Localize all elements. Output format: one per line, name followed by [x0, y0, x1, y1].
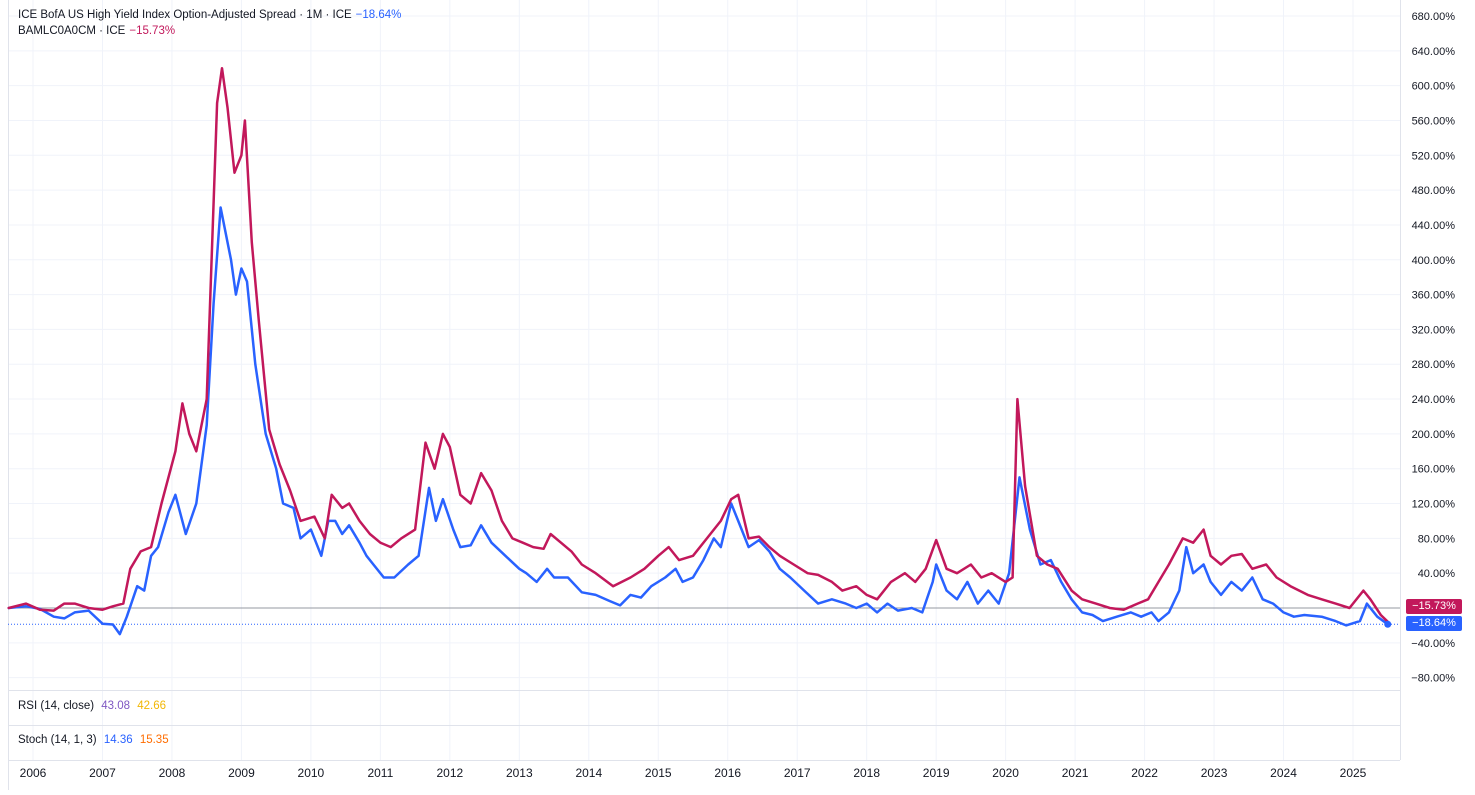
series1-price-tag: −18.64% — [1406, 616, 1462, 631]
x-axis: 2006 2007 2008 2009 2010 2011 2012 2013 2014 2015… — [20, 766, 1367, 780]
series1-line — [7, 206, 1389, 636]
series2-legend[interactable]: BAMLC0A0CM · ICE −15.73% — [18, 24, 175, 38]
series-group — [7, 66, 1392, 636]
x-tick-label: 2022 — [1131, 766, 1158, 780]
baseline-group — [8, 607, 1400, 625]
y-tick-label: 680.00% — [1412, 11, 1456, 23]
pane-dividers — [8, 0, 1401, 790]
x-tick-label: 2019 — [923, 766, 950, 780]
y-tick-label: −40.00% — [1411, 638, 1455, 650]
series1-legend[interactable]: ICE BofA US High Yield Index Option-Adju… — [18, 8, 401, 22]
rsi-legend[interactable]: RSI (14, close) 43.08 42.66 — [18, 700, 170, 712]
y-tick-label: 560.00% — [1412, 115, 1456, 127]
x-tick-label: 2024 — [1270, 766, 1297, 780]
x-tick-label: 2010 — [298, 766, 325, 780]
x-tick-label: 2021 — [1062, 766, 1089, 780]
series1-end-marker — [1384, 620, 1392, 628]
x-tick-label: 2011 — [367, 766, 393, 780]
x-tick-label: 2018 — [853, 766, 880, 780]
stoch-value-2: 15.35 — [139, 734, 169, 746]
x-tick-label: 2023 — [1201, 766, 1228, 780]
y-tick-label: 600.00% — [1412, 81, 1456, 93]
x-tick-label: 2007 — [89, 766, 116, 780]
stoch-label: Stoch (14, 1, 3) — [18, 734, 97, 746]
series2-line — [7, 66, 1389, 623]
y-tick-label: −80.00% — [1411, 673, 1455, 685]
x-tick-label: 2020 — [992, 766, 1019, 780]
x-tick-label: 2012 — [436, 766, 463, 780]
x-tick-label: 2025 — [1340, 766, 1367, 780]
x-tick-label: 2009 — [228, 766, 255, 780]
y-tick-label: 480.00% — [1412, 185, 1456, 197]
x-tick-label: 2015 — [645, 766, 672, 780]
x-tick-label: 2008 — [159, 766, 186, 780]
y-tick-label: 80.00% — [1418, 533, 1456, 545]
stoch-legend[interactable]: Stoch (14, 1, 3) 14.36 15.35 — [18, 734, 173, 746]
x-tick-label: 2013 — [506, 766, 533, 780]
series2-legend-value: −15.73% — [129, 25, 176, 37]
y-tick-label: 240.00% — [1412, 394, 1456, 406]
stoch-value-1: 14.36 — [103, 734, 133, 746]
y-tick-label: 440.00% — [1412, 220, 1456, 232]
x-tick-label: 2006 — [20, 766, 47, 780]
y-tick-label: 200.00% — [1412, 429, 1456, 441]
y-tick-label: 160.00% — [1412, 464, 1456, 476]
y-tick-label: 40.00% — [1418, 568, 1456, 580]
y-tick-label: 400.00% — [1412, 255, 1456, 267]
y-tick-label: 120.00% — [1412, 499, 1456, 511]
gridlines — [8, 0, 1400, 760]
y-tick-label: 520.00% — [1412, 150, 1456, 162]
series1-legend-title: ICE BofA US High Yield Index Option-Adju… — [18, 9, 352, 21]
rsi-value-1: 43.08 — [101, 700, 131, 712]
x-tick-label: 2016 — [714, 766, 741, 780]
y-tick-label: 280.00% — [1412, 359, 1456, 371]
y-tick-label: 320.00% — [1412, 324, 1456, 336]
y-axis: 680.00% 640.00% 600.00% 560.00% 520.00% 480.0… — [1411, 11, 1455, 685]
series2-legend-title: BAMLC0A0CM · ICE — [18, 25, 126, 37]
y-tick-label: 640.00% — [1412, 46, 1456, 58]
rsi-label: RSI (14, close) — [18, 700, 95, 712]
x-tick-label: 2017 — [784, 766, 811, 780]
series1-legend-value: −18.64% — [355, 9, 402, 21]
y-tick-label: 360.00% — [1412, 290, 1456, 302]
x-tick-label: 2014 — [575, 766, 602, 780]
series2-price-tag: −15.73% — [1406, 599, 1462, 614]
rsi-value-2: 42.66 — [137, 700, 167, 712]
